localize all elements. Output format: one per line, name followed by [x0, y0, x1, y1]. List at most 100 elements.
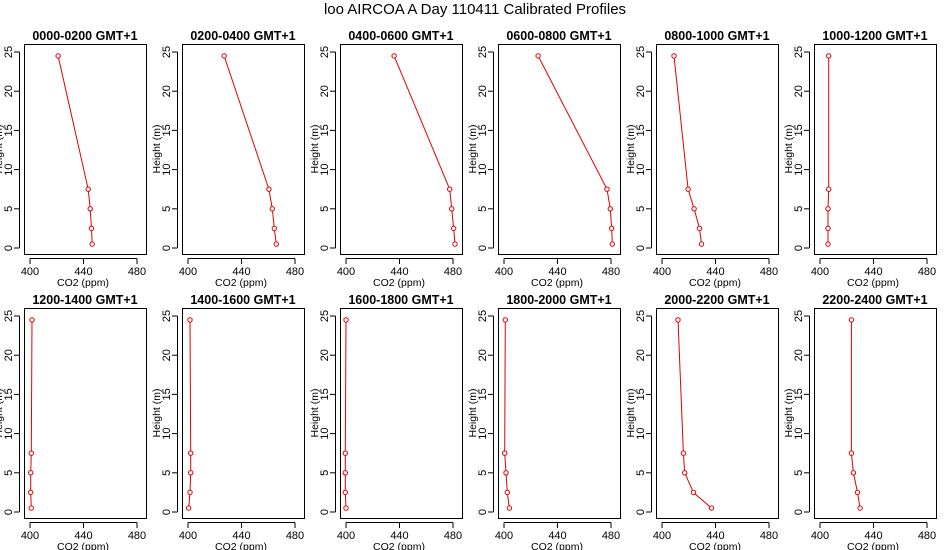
y-tick-label: 0 — [3, 245, 15, 251]
y-axis-label: Height (m) — [625, 124, 637, 173]
data-point — [825, 241, 831, 247]
y-tick-label: 0 — [161, 245, 173, 251]
panel-title: 0800-1000 GMT+1 — [664, 29, 769, 43]
y-tick-label: 15 — [319, 388, 331, 400]
panel-3: 0400-0600 GMT+1 400 440 480 CO2 (ppm) 0 5 10 15 2… — [309, 29, 463, 289]
y-tick-label: 15 — [635, 124, 647, 136]
y-tick-label: 20 — [319, 85, 331, 97]
data-point — [690, 489, 697, 496]
data-point — [28, 489, 34, 496]
data-point — [504, 489, 510, 496]
x-axis-label: CO2 (ppm) — [215, 541, 267, 550]
panel-6: 1000-1200 GMT+1 400 440 480 CO2 (ppm) 0 5 10 15 2… — [783, 29, 937, 289]
data-point — [826, 53, 832, 59]
data-point — [535, 53, 541, 59]
data-point — [825, 206, 831, 212]
x-tick-label: 480 — [286, 530, 304, 542]
x-axis-label: CO2 (ppm) — [57, 541, 109, 550]
data-point — [28, 505, 34, 511]
data-point — [680, 450, 687, 456]
y-tick-label: 10 — [319, 427, 331, 439]
y-tick-label: 10 — [3, 163, 15, 175]
figure-title: loo AIRCOA A Day 110411 Calibrated Profi… — [323, 1, 627, 18]
data-point — [273, 241, 279, 247]
y-tick-label: 20 — [793, 349, 805, 361]
y-tick-label: 15 — [793, 124, 805, 136]
x-tick-label: 480 — [602, 266, 620, 278]
y-tick-label: 5 — [161, 470, 173, 476]
y-tick-label: 5 — [319, 470, 331, 476]
panel-title: 1800-2000 GMT+1 — [506, 293, 611, 307]
profile-line — [30, 319, 33, 509]
y-tick-label: 20 — [793, 85, 805, 97]
y-tick-label: 25 — [161, 46, 173, 58]
y-axis-label: Height (m) — [625, 388, 637, 437]
profile-line — [827, 55, 830, 245]
y-tick-label: 10 — [635, 163, 647, 175]
y-tick-label: 0 — [635, 245, 647, 251]
x-tick-label: 400 — [495, 530, 513, 542]
panel-7: 1200-1400 GMT+1 400 440 480 CO2 (ppm) 0 5 10 15 2… — [0, 293, 147, 550]
y-tick-label: 15 — [161, 388, 173, 400]
data-point — [186, 505, 192, 511]
data-point — [685, 186, 691, 192]
y-tick-label: 25 — [635, 46, 647, 58]
x-tick-label: 440 — [390, 266, 408, 278]
data-point — [848, 450, 855, 456]
panel-9: 1600-1800 GMT+1 400 440 480 CO2 (ppm) 0 5 10 15 2… — [309, 293, 463, 550]
y-tick-label: 15 — [477, 388, 489, 400]
y-tick-label: 25 — [161, 310, 173, 322]
y-tick-label: 20 — [477, 349, 489, 361]
data-point — [609, 225, 615, 232]
profile-line — [344, 319, 347, 509]
y-tick-label: 15 — [319, 124, 331, 136]
data-point — [343, 505, 349, 511]
x-tick-label: 400 — [337, 266, 355, 278]
y-tick-label: 0 — [3, 509, 15, 515]
x-tick-label: 400 — [653, 530, 671, 542]
data-point — [55, 53, 61, 59]
y-tick-label: 5 — [793, 206, 805, 212]
data-point — [221, 53, 227, 59]
data-point — [271, 225, 277, 232]
x-tick-label: 440 — [74, 266, 92, 278]
y-tick-label: 0 — [161, 509, 173, 515]
y-tick-label: 10 — [3, 427, 15, 439]
y-tick-label: 5 — [3, 470, 15, 476]
y-tick-label: 10 — [793, 427, 805, 439]
x-axis-label: CO2 (ppm) — [373, 277, 425, 289]
panel-title: 2000-2200 GMT+1 — [664, 293, 769, 307]
data-point — [675, 317, 681, 323]
data-point — [671, 53, 677, 59]
y-axis-label: Height (m) — [0, 124, 5, 173]
x-tick-label: 480 — [444, 266, 462, 278]
data-point — [342, 470, 348, 476]
data-point — [708, 505, 715, 511]
y-tick-label: 15 — [635, 388, 647, 400]
panel-2: 0200-0400 GMT+1 400 440 480 CO2 (ppm) 0 5 10 15 2… — [151, 29, 305, 289]
y-tick-label: 10 — [319, 163, 331, 175]
y-tick-label: 15 — [3, 388, 15, 400]
x-tick-label: 440 — [864, 530, 882, 542]
y-tick-label: 0 — [793, 509, 805, 515]
plot-frame — [340, 44, 463, 255]
y-tick-label: 10 — [635, 427, 647, 439]
y-tick-label: 25 — [793, 46, 805, 58]
y-tick-label: 5 — [3, 206, 15, 212]
x-tick-label: 440 — [706, 530, 724, 542]
y-tick-label: 20 — [3, 349, 15, 361]
data-point — [187, 489, 193, 496]
y-tick-label: 15 — [477, 124, 489, 136]
panel-title: 2200-2400 GMT+1 — [822, 293, 927, 307]
panel-title: 0200-0400 GMT+1 — [190, 29, 295, 43]
y-tick-label: 20 — [161, 349, 173, 361]
data-point — [502, 450, 508, 456]
x-tick-label: 480 — [918, 266, 936, 278]
profile-line — [677, 319, 712, 509]
panel-title: 1600-1800 GMT+1 — [348, 293, 453, 307]
profile-line — [504, 319, 510, 509]
y-tick-label: 5 — [477, 470, 489, 476]
y-tick-label: 0 — [477, 245, 489, 251]
x-tick-label: 480 — [128, 530, 146, 542]
x-tick-label: 480 — [444, 530, 462, 542]
